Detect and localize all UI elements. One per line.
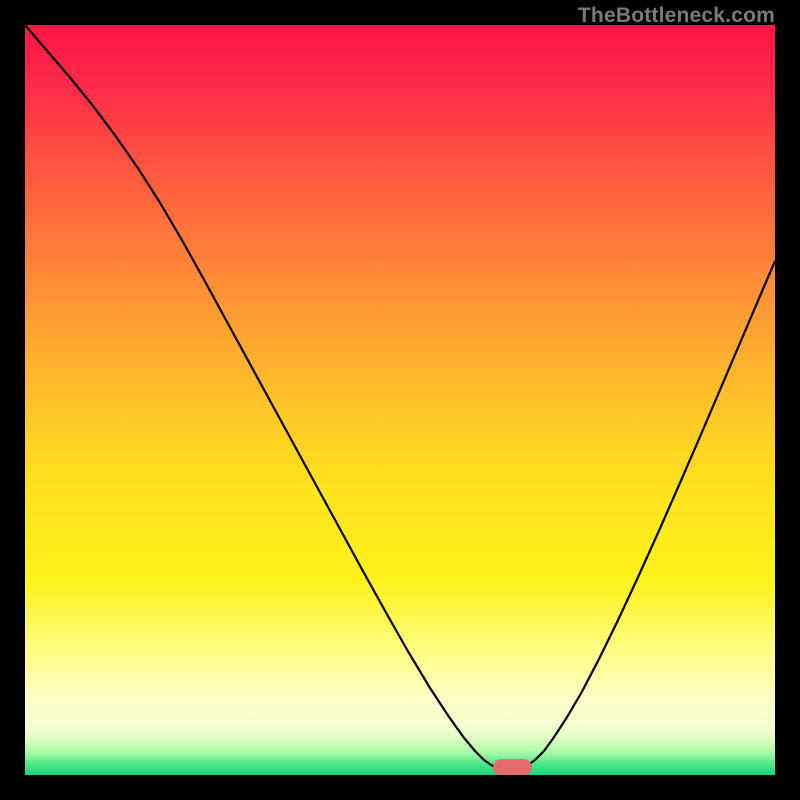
watermark-text: TheBottleneck.com xyxy=(578,4,775,28)
chart-plot-area xyxy=(25,25,775,775)
optimal-marker xyxy=(493,759,532,775)
chart-svg xyxy=(25,25,775,775)
plot-background xyxy=(25,25,775,775)
